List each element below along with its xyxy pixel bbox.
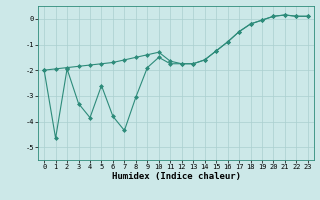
X-axis label: Humidex (Indice chaleur): Humidex (Indice chaleur)	[111, 172, 241, 181]
